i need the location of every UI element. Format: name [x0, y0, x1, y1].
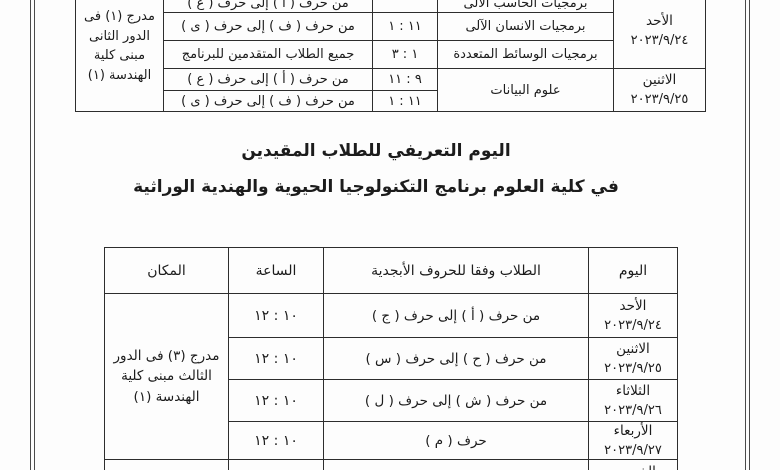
day-name: الاثنين	[642, 72, 677, 89]
heading-faculty-program: في كلية العلوم برنامج التكنولوجيا الحيوي…	[133, 177, 619, 198]
time-cell: ١٠ : ١٢	[228, 337, 324, 380]
table-row: برمجيات الانسان الآلى ١١ : ١ من حرف ( ف …	[76, 12, 706, 41]
time-cell: ٩ : ١١	[372, 68, 438, 91]
time-cell: ١ : ٣	[372, 40, 438, 69]
day-date: ٢٠٢٣/٩/٢٥	[604, 360, 662, 376]
letters-cell	[323, 459, 589, 470]
header-place: المكان	[104, 247, 229, 294]
program-cell: برمجيات الحاسب الآلى	[437, 0, 614, 13]
day-name: الأحد	[619, 297, 647, 314]
letters-cell: من حرف ( أ ) إلى حرف ( ج )	[323, 293, 589, 338]
table-row: الأحد ٢٠٢٣/٩/٢٤ من حرف ( أ ) إلى حرف ( ج…	[104, 292, 678, 461]
time-cell: ١١ : ١	[372, 90, 438, 112]
time-cell: ١٠ : ١٢	[228, 293, 324, 338]
day-name: الثلاثاء	[615, 382, 651, 399]
letters-cell: جميع الطلاب المتقدمين للبرنامج	[163, 40, 373, 69]
day-cell: الأربعاء ٢٠٢٣/٩/٢٧	[588, 420, 678, 461]
day-date: ٢٠٢٣/٩/٢٥	[630, 92, 689, 107]
place-cell: مدرج (٣) فى الدور الثالث مبنى كلية الهند…	[104, 292, 229, 461]
table-row: الثلاثاء ٢٠٢٣/٩/٢٦ من حرف ( ش ) إلى حرف …	[105, 379, 678, 422]
page-border-right-double-line	[745, 0, 750, 470]
time-cell: ١٠ : ١٢	[228, 420, 324, 461]
header-day: اليوم	[588, 247, 678, 294]
table-row: الأحد ٢٠٢٣/٩/٢٤ برمجيات الحاسب الآلى من …	[75, 0, 706, 112]
time-cell	[228, 459, 324, 470]
letters-cell: من حرف ( أ ) إلى حرف ( ع )	[163, 0, 373, 13]
letters-cell: من حرف ( ح ) إلى حرف ( س )	[323, 337, 589, 380]
letters-cell: من حرف ( ف ) إلى حرف ( ى )	[163, 90, 373, 112]
program-cell: برمجيات الانسان الآلى	[437, 12, 614, 41]
table-row: برمجيات الوسائط المتعددة ١ : ٣ جميع الطل…	[76, 40, 706, 69]
day-date: ٢٠٢٣/٩/٢٦	[604, 402, 662, 418]
day-date: ٢٠٢٣/٩/٢٤	[604, 317, 662, 333]
document-headings: اليوم التعريفي للطلاب المقيدين في كلية ا…	[0, 141, 752, 198]
table-header-row: اليوم الطلاب وفقا للحروف الأبجدية الساعة…	[104, 247, 678, 294]
program-cell: برمجيات الوسائط المتعددة	[437, 40, 614, 69]
day-cell: الخميس	[588, 459, 678, 470]
time-cell	[372, 0, 438, 13]
letters-cell: حرف ( م )	[323, 420, 589, 461]
table-row: الاثنين ٢٠٢٣/٩/٢٥ علوم البيانات ٩ : ١١ م…	[76, 68, 706, 112]
letters-cell: من حرف ( ش ) إلى حرف ( ل )	[323, 379, 589, 422]
time-cell: ١١ : ١	[372, 12, 438, 41]
day-cell: الأحد ٢٠٢٣/٩/٢٤	[613, 0, 706, 69]
table-row: الاثنين ٢٠٢٣/٩/٢٥ من حرف ( ح ) إلى حرف (…	[105, 337, 678, 380]
table-row: ١١ : ١ من حرف ( ف ) إلى حرف ( ى )	[76, 90, 706, 112]
table-row: الأربعاء ٢٠٢٣/٩/٢٧ حرف ( م ) ١٠ : ١٢	[105, 420, 678, 461]
top-schedule-table: الأحد ٢٠٢٣/٩/٢٤ برمجيات الحاسب الآلى من …	[75, 0, 706, 112]
day-date: ٢٠٢٣/٩/٢٧	[604, 442, 662, 458]
day-cell: الأحد ٢٠٢٣/٩/٢٤	[588, 293, 678, 338]
day-name: الاثنين	[616, 340, 650, 357]
table-row: الخميس	[104, 459, 678, 470]
day-date: ٢٠٢٣/٩/٢٤	[630, 32, 689, 48]
place-cell: مدرج (١) فى الدور الثانى مبنى كلية الهند…	[75, 0, 164, 112]
header-letters: الطلاب وفقا للحروف الأبجدية	[323, 247, 589, 294]
day-cell: الثلاثاء ٢٠٢٣/٩/٢٦	[588, 379, 678, 422]
time-cell: ١٠ : ١٢	[228, 379, 324, 422]
heading-orientation-day: اليوم التعريفي للطلاب المقيدين	[241, 141, 511, 161]
bottom-schedule-table: اليوم الطلاب وفقا للحروف الأبجدية الساعة…	[104, 247, 678, 470]
place-cell	[104, 459, 229, 470]
day-cell: الاثنين ٢٠٢٣/٩/٢٥	[613, 68, 706, 112]
letters-cell: من حرف ( ف ) إلى حرف ( ى )	[163, 12, 373, 41]
day-name: الأحد	[646, 12, 673, 29]
page-border-left-double-line	[30, 0, 35, 470]
program-cell: علوم البيانات	[437, 68, 614, 112]
day-name: الأربعاء	[613, 423, 653, 439]
header-time: الساعة	[228, 247, 324, 294]
letters-cell: من حرف ( أ ) إلى حرف ( ع )	[163, 68, 373, 91]
day-cell: الاثنين ٢٠٢٣/٩/٢٥	[588, 337, 678, 380]
day-name: الخميس	[591, 463, 675, 470]
